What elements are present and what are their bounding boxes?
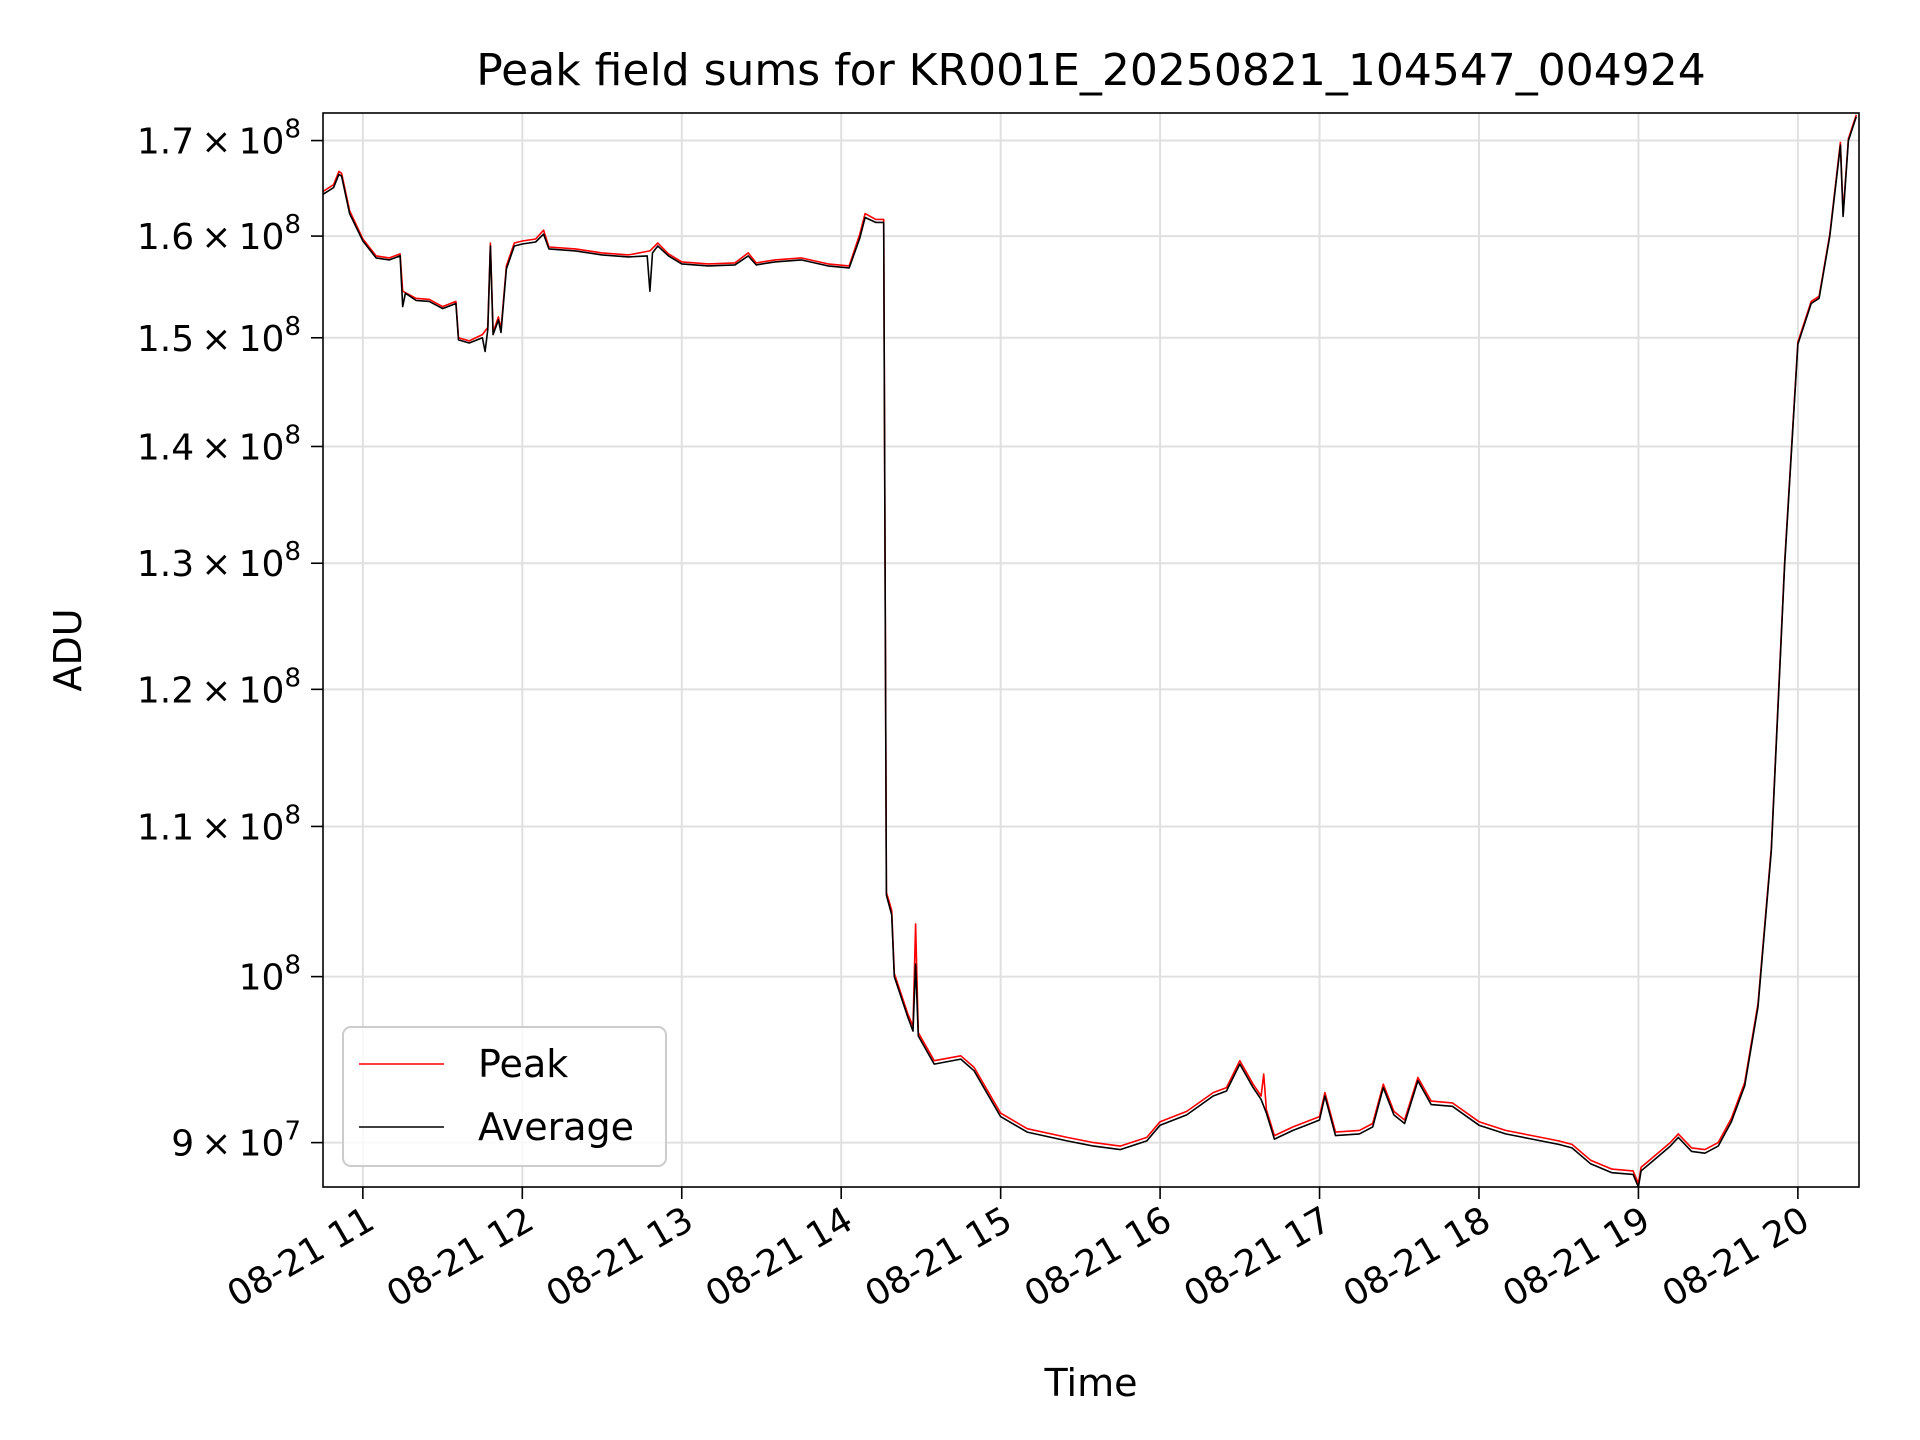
y-tick-label: 108 <box>239 951 301 999</box>
chart-title: Peak field sums for KR001E_20250821_1045… <box>476 45 1706 96</box>
y-tick-label: 1.1 × 108 <box>137 800 301 848</box>
y-tick-label: 1.6 × 108 <box>137 210 301 258</box>
plot-area <box>323 113 1859 1187</box>
y-tick-label: 1.3 × 108 <box>137 537 301 585</box>
y-tick-label: 1.4 × 108 <box>137 420 301 468</box>
y-tick-label: 1.5 × 108 <box>137 312 301 360</box>
legend: Peak Average <box>342 1026 667 1167</box>
series-group <box>323 114 1858 1187</box>
series-line-average <box>323 116 1858 1187</box>
legend-peak-label: Peak <box>478 1042 568 1086</box>
y-axis: 9 × 107 108 1.1 × 108 1.2 × 108 1.3 × 108 1.4… <box>137 115 323 1165</box>
legend-box <box>342 1026 667 1167</box>
plot-frame <box>322 112 1860 1188</box>
y-tick-label: 1.7 × 108 <box>137 115 301 163</box>
x-axis-label: Time <box>1044 1361 1138 1405</box>
y-tick-label: 1.2 × 108 <box>137 663 301 711</box>
y-tick-label: 9 × 107 <box>171 1117 301 1165</box>
y-axis-label: ADU <box>46 608 90 691</box>
legend-average-label: Average <box>478 1105 634 1149</box>
